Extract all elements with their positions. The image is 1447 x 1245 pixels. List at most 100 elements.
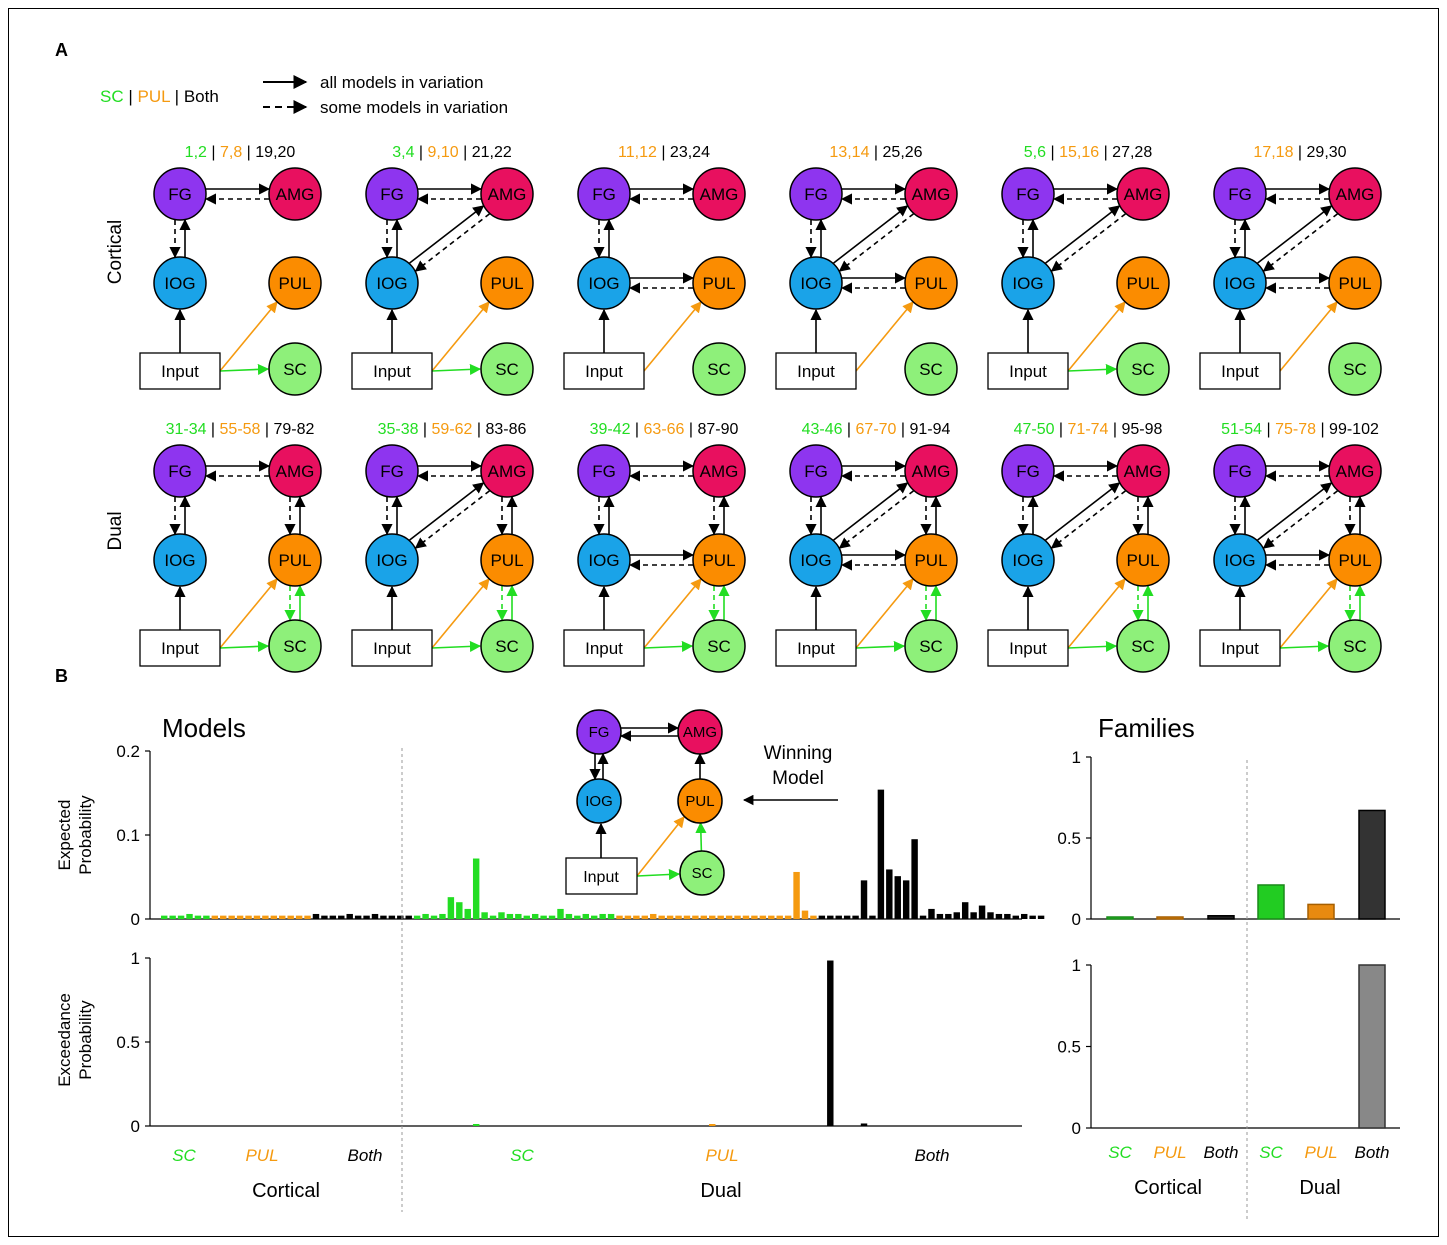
input-box: [775, 629, 857, 667]
input-box: [1199, 352, 1281, 390]
sc-node: [1116, 619, 1170, 673]
sc-node: [692, 342, 746, 396]
sc-node: [268, 342, 322, 396]
amg-node: [480, 444, 534, 498]
model-expected-bar: [194, 915, 202, 919]
pul-node: [268, 256, 322, 310]
fg-label: FG: [804, 185, 828, 204]
model-expected-bar: [953, 912, 960, 919]
amg-to-iog-arrow: [838, 490, 914, 549]
cortical-model-6: 17,18 | 29,30 FG AMG IOG PUL SC Input: [1199, 144, 1382, 396]
family-group-label: Both: [1204, 1143, 1239, 1162]
amg-to-iog-arrow: [1262, 490, 1338, 549]
model-expected-bar: [582, 913, 589, 919]
sc-node: [904, 342, 958, 396]
family-expected-bar: [1257, 884, 1285, 920]
model-expected-bar: [472, 858, 480, 919]
inset-sc-label: SC: [692, 865, 713, 882]
iog-label: IOG: [1224, 274, 1255, 293]
fg-label: FG: [168, 185, 192, 204]
input-to-sc-arrow: [431, 363, 482, 376]
fg-node: [1213, 167, 1267, 221]
sc-label: SC: [495, 637, 519, 656]
model-expected-bar: [970, 912, 977, 919]
model-expected-bar: [405, 915, 412, 919]
model-expected-bar: [295, 915, 303, 919]
model-family-dual: Dual: [700, 1180, 741, 1202]
amg-to-iog-arrow: [414, 490, 490, 549]
family-expected-bar: [1207, 915, 1235, 920]
dual-model-4: 43-46 | 67-70 | 91-94 FG AMG IOG PUL SC Input: [775, 421, 958, 673]
input-label: Input: [585, 639, 623, 658]
amg-label: AMG: [276, 462, 315, 481]
iog-to-amg-arrow: [833, 205, 909, 264]
iog-label: IOG: [376, 274, 407, 293]
input-label: Input: [373, 362, 411, 381]
model-expected-bar: [860, 880, 868, 919]
fg-label: FG: [1228, 185, 1252, 204]
models-title: Models: [162, 713, 246, 743]
iog-label: IOG: [800, 551, 831, 570]
model-expected-bar: [928, 908, 935, 919]
model-expected-bar: [270, 915, 278, 919]
input-box: [351, 629, 433, 667]
model-expected-bar: [531, 913, 539, 919]
input-to-pul-arrow: [643, 301, 702, 372]
input-label: Input: [373, 639, 411, 658]
model-expected-bar: [515, 913, 522, 919]
input-label: Input: [1221, 362, 1259, 381]
amg-to-iog-arrow: [1050, 490, 1126, 549]
pul-label: PUL: [278, 274, 311, 293]
sc-label: SC: [1343, 637, 1367, 656]
model-expected-bar: [759, 915, 767, 919]
iog-to-amg-arrow: [1045, 205, 1121, 264]
family-expected-bar: [1156, 916, 1184, 920]
iog-label: IOG: [1012, 274, 1043, 293]
legend-pul: PUL: [138, 87, 171, 106]
model-expected-bar: [203, 915, 210, 919]
pul-node: [480, 533, 534, 587]
fg-node: [365, 444, 419, 498]
amg-node: [1328, 444, 1382, 498]
amg-label: AMG: [912, 185, 951, 204]
model-expected-bar: [768, 915, 775, 919]
family-dual: Dual: [1299, 1177, 1340, 1199]
model-exceedance-bar: [472, 1124, 480, 1126]
sc-node: [480, 619, 534, 673]
fg-node: [1213, 444, 1267, 498]
model-expected-bar: [810, 915, 817, 919]
amg-node: [904, 167, 958, 221]
model-expected-bar: [734, 915, 741, 919]
iog-node: [365, 533, 419, 587]
iog-node: [1213, 533, 1267, 587]
model-expected-bar: [1021, 913, 1028, 919]
model-expected-bar: [253, 915, 261, 919]
figure-frame: [8, 8, 1439, 1237]
input-to-pul-arrow: [431, 578, 490, 649]
model-expected-bar: [869, 915, 876, 919]
model-expected-bar: [683, 915, 691, 919]
y-tick-label: 0.5: [1057, 1038, 1081, 1057]
model-expected-bar: [1029, 915, 1036, 919]
iog-node: [1001, 256, 1055, 310]
amg-to-iog-arrow: [1050, 213, 1126, 272]
model-expected-bar: [388, 915, 396, 919]
input-to-pul-arrow: [855, 301, 914, 372]
input-label: Input: [161, 362, 199, 381]
input-label: Input: [1221, 639, 1259, 658]
input-to-pul-arrow: [1279, 578, 1338, 649]
y-tick-label: 0: [131, 910, 140, 929]
model-expected-bar: [279, 915, 286, 919]
sc-label: SC: [283, 360, 307, 379]
iog-to-amg-arrow: [1257, 205, 1333, 264]
model-expected-bar: [312, 913, 320, 919]
input-to-pul-arrow: [219, 578, 278, 649]
input-label: Input: [161, 639, 199, 658]
model-expected-bar: [481, 912, 488, 919]
cortical-model-1: 1,2 | 7,8 | 19,20 FG AMG IOG PUL SC Input: [139, 144, 322, 396]
sc-node: [1116, 342, 1170, 396]
model-expected-bar: [329, 915, 337, 919]
pul-node: [1328, 533, 1382, 587]
model-expected-bar: [304, 915, 311, 919]
